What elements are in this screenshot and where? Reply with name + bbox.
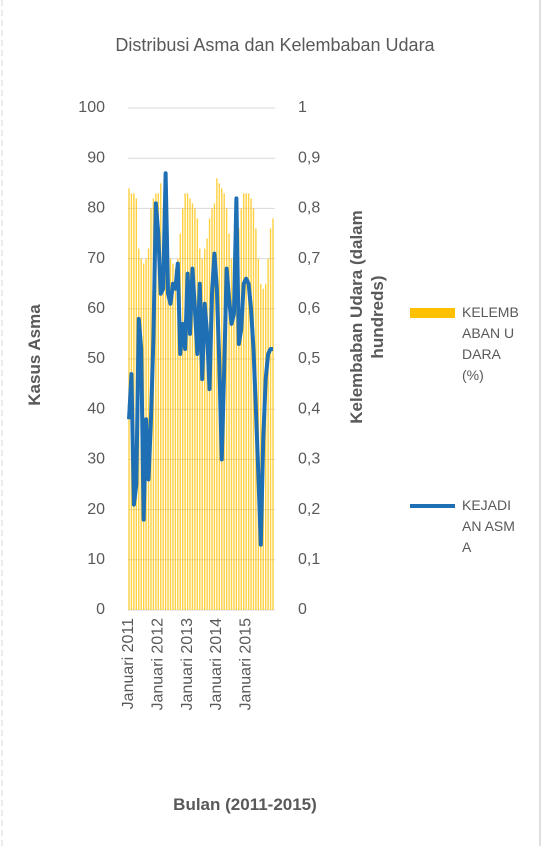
x-axis-title: Bulan (2011-2015) [173, 795, 317, 814]
legend-swatch [410, 308, 455, 318]
bar [233, 253, 235, 610]
bar [201, 258, 203, 610]
x-tick-label: Januari 2011 [120, 618, 137, 709]
bar [245, 193, 247, 610]
bar [157, 193, 159, 610]
bar [230, 258, 233, 610]
y-tick-label: 40 [87, 400, 105, 417]
y-tick-label: 0 [96, 601, 105, 618]
y2-tick-label: 0,7 [298, 250, 320, 267]
legend-label: KEJADIAN ASMA [462, 497, 515, 555]
bar [169, 258, 172, 610]
y2-tick-label: 0,4 [298, 400, 320, 417]
bar [235, 248, 238, 610]
bar [260, 283, 262, 610]
bar [225, 208, 228, 610]
y-tick-label: 100 [78, 99, 105, 116]
bar [206, 238, 208, 610]
y-tick-label: 60 [87, 300, 105, 317]
x-tick-label: Januari 2013 [179, 618, 196, 711]
bar [213, 203, 216, 610]
bar [203, 248, 206, 610]
y2-tick-label: 0,2 [298, 501, 320, 518]
x-tick-label: Januari 2012 [150, 618, 167, 711]
y-tick-label: 80 [87, 200, 105, 217]
y2-tick-label: 0,3 [298, 451, 320, 468]
bar [250, 198, 252, 611]
bar [194, 208, 196, 610]
bar [216, 178, 218, 610]
bar [199, 248, 201, 610]
bar [189, 198, 191, 611]
y-tick-label: 30 [87, 451, 105, 468]
bar [228, 233, 230, 610]
y2-tick-label: 0,5 [298, 350, 320, 367]
legend-label: KELEMBABAN UDARA (%) [462, 304, 519, 383]
bar [179, 233, 181, 610]
y-tick-label: 10 [87, 551, 105, 568]
bar [247, 193, 250, 610]
bar [155, 193, 157, 610]
bar [272, 218, 274, 610]
bar [208, 218, 211, 610]
bar [211, 208, 213, 610]
x-tick-label: Januari 2014 [208, 618, 225, 711]
chart-title: Distribusi Asma dan Kelembaban Udara [115, 35, 435, 55]
y2-tick-label: 0,1 [298, 551, 320, 568]
y-axis-title: Kasus Asma [25, 304, 44, 406]
y-tick-label: 20 [87, 501, 105, 518]
y2-tick-label: 0,9 [298, 149, 320, 166]
bar [243, 193, 245, 610]
bar [238, 228, 240, 611]
bar [240, 208, 242, 610]
bar [267, 258, 269, 610]
line [127, 171, 273, 547]
bar [184, 193, 186, 610]
y2-tick-label: 0 [298, 601, 307, 618]
bar [196, 218, 199, 610]
y2-tick-label: 0,8 [298, 200, 320, 217]
bar [160, 183, 162, 611]
y2-tick-label: 0,6 [298, 300, 320, 317]
bar [252, 208, 255, 610]
y-tick-label: 50 [87, 350, 105, 367]
bar [269, 228, 272, 611]
bar [264, 283, 267, 610]
bar [172, 263, 174, 610]
bar [164, 218, 167, 610]
bar [147, 248, 150, 610]
bar [162, 208, 164, 610]
bar [191, 203, 194, 610]
bar [177, 258, 179, 610]
bar [186, 193, 189, 610]
bar [181, 208, 184, 610]
y2-axis-title: Kelembaban Udara (dalam hundreds) [347, 210, 387, 424]
bar [167, 233, 169, 610]
x-tick-label: Januari 2015 [237, 618, 254, 711]
y-tick-label: 90 [87, 149, 105, 166]
y-tick-label: 70 [87, 250, 105, 267]
y2-tick-label: 1 [298, 99, 307, 116]
bar [174, 268, 177, 610]
